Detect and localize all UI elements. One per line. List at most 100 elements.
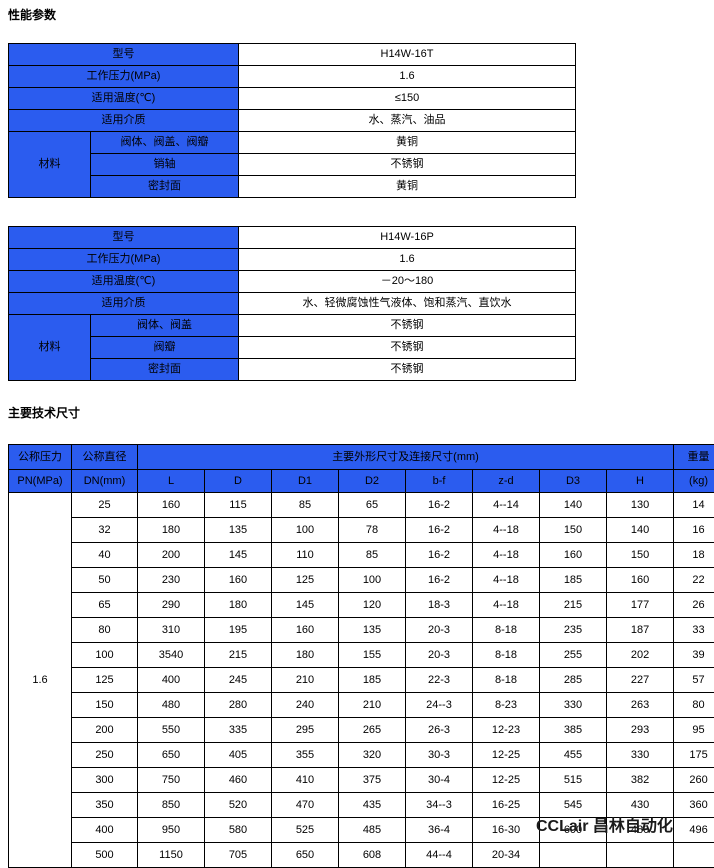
cell-l: 550 (138, 718, 205, 743)
cell-d2: 78 (339, 518, 406, 543)
cell-bf: 24--3 (406, 693, 473, 718)
spec-label: 适用温度(℃) (9, 271, 239, 293)
cell-dn: 350 (72, 793, 138, 818)
cell-bf: 22-3 (406, 668, 473, 693)
cell-weight: 57 (674, 668, 714, 693)
cell-h: 160 (607, 568, 674, 593)
cell-zd: 4--18 (473, 593, 540, 618)
cell-weight: 16 (674, 518, 714, 543)
cell-d2: 320 (339, 743, 406, 768)
header-col-l: L (138, 470, 205, 493)
cell-dn: 200 (72, 718, 138, 743)
cell-l: 230 (138, 568, 205, 593)
header-col-d: D (205, 470, 272, 493)
cell-d3: 455 (540, 743, 607, 768)
cell-d1: 85 (272, 493, 339, 518)
cell-d2: 135 (339, 618, 406, 643)
cell-zd: 12-25 (473, 768, 540, 793)
cell-d1: 355 (272, 743, 339, 768)
table-row: 适用温度(℃)≤150 (9, 88, 576, 110)
cell-bf: 36-4 (406, 818, 473, 843)
cell-d: 245 (205, 668, 272, 693)
cell-weight: 260 (674, 768, 714, 793)
cell-zd: 4--18 (473, 518, 540, 543)
cell-l: 3540 (138, 643, 205, 668)
material-sub-label: 密封面 (91, 176, 239, 198)
cell-bf: 30-4 (406, 768, 473, 793)
header-col-h: H (607, 470, 674, 493)
cell-zd: 4--14 (473, 493, 540, 518)
cell-weight: 80 (674, 693, 714, 718)
cell-d: 115 (205, 493, 272, 518)
cell-l: 290 (138, 593, 205, 618)
material-value: 不锈钢 (239, 359, 576, 381)
material-sub-label: 阀体、阀盖 (91, 315, 239, 337)
cell-d3: 255 (540, 643, 607, 668)
cell-pn-value: 1.6 (9, 493, 72, 868)
cell-dn: 40 (72, 543, 138, 568)
cell-bf: 16-2 (406, 543, 473, 568)
cell-weight (674, 843, 714, 868)
cell-dn: 25 (72, 493, 138, 518)
cell-weight: 22 (674, 568, 714, 593)
cell-h: 130 (607, 493, 674, 518)
cell-zd: 12-25 (473, 743, 540, 768)
cell-d: 405 (205, 743, 272, 768)
table-row: 工作压力(MPa)1.6 (9, 66, 576, 88)
cell-d1: 125 (272, 568, 339, 593)
cell-d1: 525 (272, 818, 339, 843)
cell-d: 135 (205, 518, 272, 543)
cell-bf: 34--3 (406, 793, 473, 818)
cell-bf: 16-2 (406, 493, 473, 518)
cell-l: 310 (138, 618, 205, 643)
cell-d: 520 (205, 793, 272, 818)
cell-h (607, 843, 674, 868)
cell-weight: 95 (674, 718, 714, 743)
cell-l: 750 (138, 768, 205, 793)
cell-weight: 26 (674, 593, 714, 618)
cell-bf: 26-3 (406, 718, 473, 743)
cell-h: 430 (607, 793, 674, 818)
cell-dn: 125 (72, 668, 138, 693)
spec-label: 型号 (9, 227, 239, 249)
cell-zd: 8-18 (473, 668, 540, 693)
table-row: 阀瓣不锈钢 (9, 337, 576, 359)
header-col-d1: D1 (272, 470, 339, 493)
cell-zd: 8-18 (473, 618, 540, 643)
cell-zd: 4--18 (473, 543, 540, 568)
cell-zd: 8-18 (473, 643, 540, 668)
cell-dn: 100 (72, 643, 138, 668)
cell-dn: 250 (72, 743, 138, 768)
cell-h: 480 (607, 818, 674, 843)
cell-d1: 100 (272, 518, 339, 543)
cell-d3: 285 (540, 668, 607, 693)
cell-d1: 145 (272, 593, 339, 618)
cell-weight: 496 (674, 818, 714, 843)
spec-label: 工作压力(MPa) (9, 66, 239, 88)
cell-l: 480 (138, 693, 205, 718)
cell-zd: 4--18 (473, 568, 540, 593)
cell-d3: 545 (540, 793, 607, 818)
spec-label: 适用介质 (9, 293, 239, 315)
material-sub-label: 密封面 (91, 359, 239, 381)
cell-d2: 100 (339, 568, 406, 593)
cell-d: 195 (205, 618, 272, 643)
cell-d3: 185 (540, 568, 607, 593)
cell-l: 160 (138, 493, 205, 518)
header-pn-line1: 公称压力 (9, 445, 72, 470)
spec-value: 水、轻微腐蚀性气液体、饱和蒸汽、直饮水 (239, 293, 576, 315)
cell-dn: 80 (72, 618, 138, 643)
material-sub-label: 销轴 (91, 154, 239, 176)
cell-d2: 85 (339, 543, 406, 568)
material-value: 黄铜 (239, 132, 576, 154)
